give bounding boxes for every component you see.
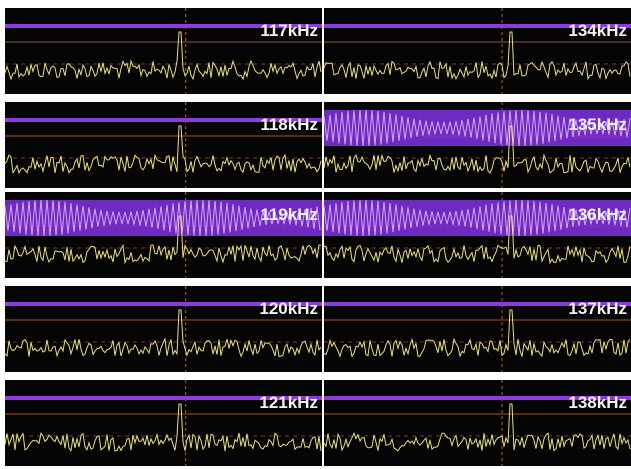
frequency-label: 137kHz: [568, 299, 627, 318]
frequency-label: 119kHz: [260, 205, 318, 224]
scope-panel: 117kHz: [5, 8, 322, 94]
frequency-label: 135kHz: [568, 115, 627, 134]
frequency-label: 118kHz: [260, 115, 318, 134]
scope-panel: 137kHz: [324, 286, 631, 372]
scope-panel: 121kHz: [5, 380, 322, 466]
scope-collage: 117kHz 134kHz 118kHz 135kHz 119kHz 136kHz 120k…: [0, 0, 631, 469]
scope-panel: 138kHz: [324, 380, 631, 466]
frequency-label: 121kHz: [259, 393, 318, 412]
scope-panel: 118kHz: [5, 102, 322, 188]
scope-panel: 134kHz: [324, 8, 631, 94]
frequency-label: 136kHz: [568, 205, 627, 224]
scope-panel: 119kHz: [5, 192, 322, 278]
frequency-label: 138kHz: [568, 393, 627, 412]
scope-panel: 135kHz: [324, 102, 631, 188]
scope-panel: 120kHz: [5, 286, 322, 372]
frequency-label: 120kHz: [259, 299, 318, 318]
frequency-label: 134kHz: [568, 21, 627, 40]
frequency-label: 117kHz: [260, 21, 318, 40]
scope-panel: 136kHz: [324, 192, 631, 278]
